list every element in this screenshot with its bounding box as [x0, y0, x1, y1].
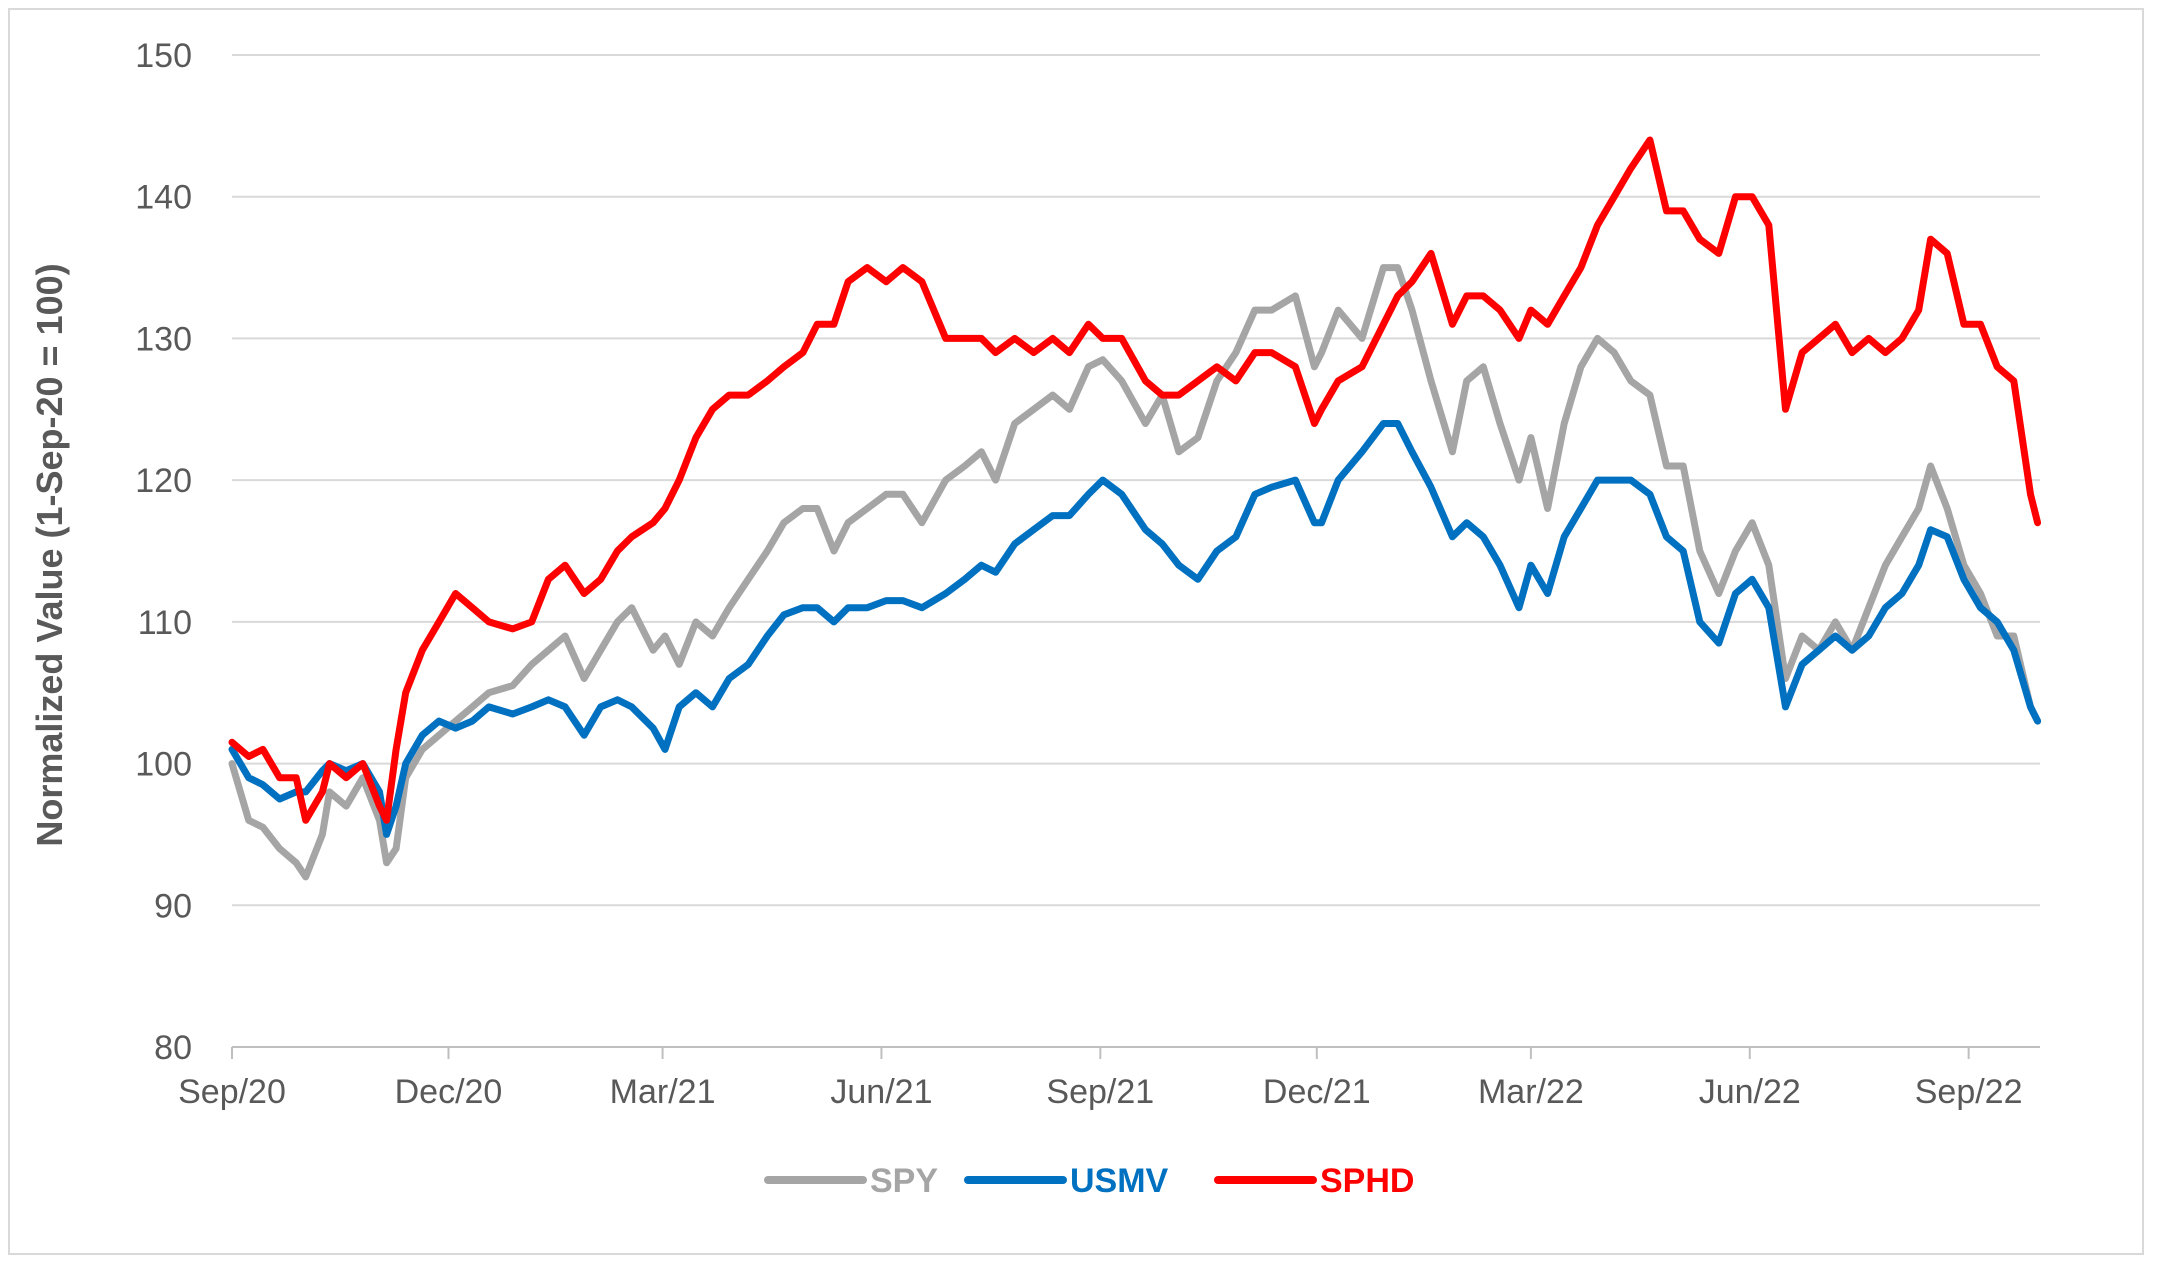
- y-axis: 80 90 100 110 120 130 140 150: [135, 37, 192, 1067]
- y-tick-label: 140: [135, 179, 192, 217]
- x-tick-label: Sep/22: [1915, 1073, 2023, 1111]
- legend-label-sphd: SPHD: [1320, 1162, 1414, 1200]
- x-tick-label: Jun/22: [1699, 1073, 1801, 1111]
- x-tick-label: Dec/20: [395, 1073, 503, 1111]
- series-line-usmv: [228, 420, 2042, 838]
- y-tick-label: 110: [138, 604, 192, 642]
- y-tick-label: 150: [135, 37, 192, 75]
- series-lines: [228, 136, 2042, 881]
- x-tick-label: Dec/21: [1263, 1073, 1371, 1111]
- y-axis-title: Normalized Value (1-Sep-20 = 100): [29, 263, 70, 846]
- x-tick-label: Sep/21: [1046, 1073, 1154, 1111]
- x-tick-label: Sep/20: [178, 1073, 286, 1111]
- series-line-spy: [228, 264, 2042, 881]
- gridlines: [232, 54, 2040, 907]
- y-tick-label: 100: [135, 746, 192, 784]
- y-tick-label: 90: [154, 887, 192, 925]
- x-tick-label: Jun/21: [830, 1073, 932, 1111]
- legend-label-spy: SPY: [870, 1162, 938, 1200]
- y-tick-label: 120: [135, 462, 192, 500]
- y-tick-label: 130: [135, 320, 192, 358]
- x-tick-label: Mar/21: [610, 1073, 716, 1111]
- y-tick-label: 80: [154, 1029, 192, 1067]
- x-axis: Sep/20 Dec/20 Mar/21 Jun/21 Sep/21 Dec/21 Mar/…: [178, 1046, 2040, 1111]
- series-line-sphd: [228, 136, 2042, 824]
- x-tick-label: Mar/22: [1478, 1073, 1584, 1111]
- legend-label-usmv: USMV: [1070, 1162, 1169, 1200]
- legend: SPY USMV SPHD: [764, 1162, 1414, 1200]
